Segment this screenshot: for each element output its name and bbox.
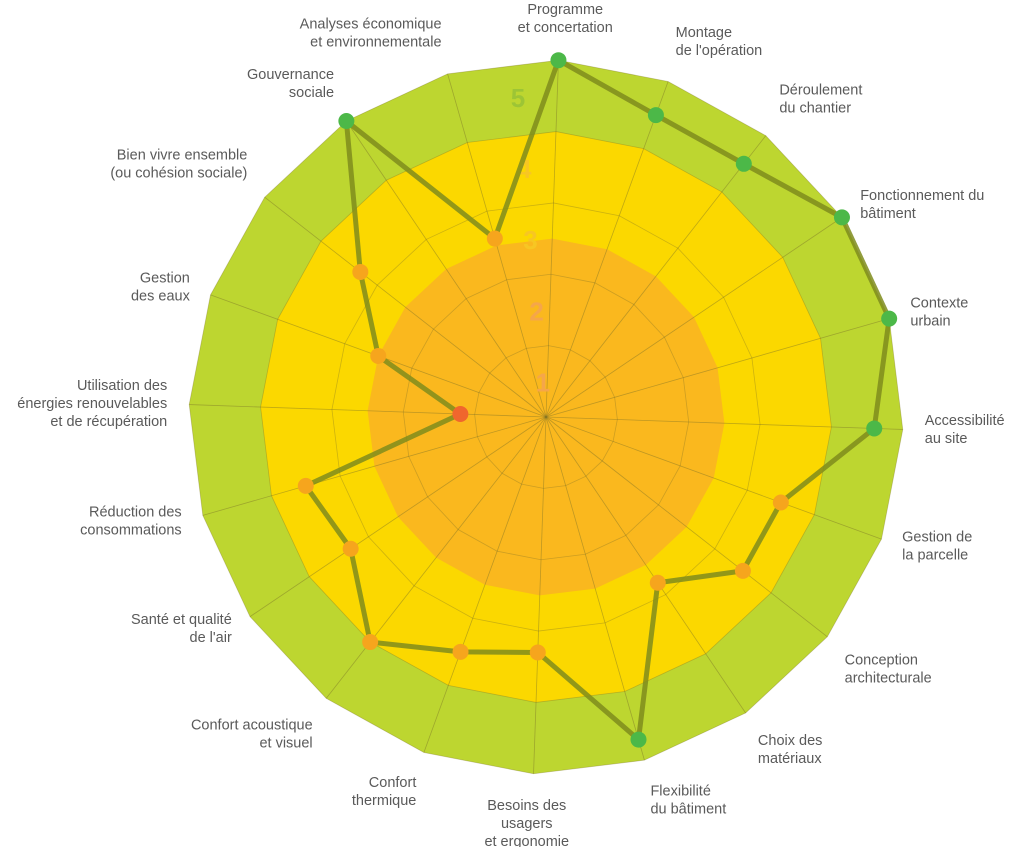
grid-ring bbox=[402, 273, 690, 561]
spoke-montage bbox=[545, 81, 669, 418]
spoke-conception bbox=[545, 416, 828, 638]
data-point-gouvernance bbox=[338, 113, 355, 130]
axis-labels: Programme et concertation Montage de l'opér… bbox=[17, 2, 1004, 847]
axis-label-materiaux: Choix des matériaux bbox=[758, 733, 822, 767]
axis-label-flexibilite: Flexibilité du bâtiment bbox=[650, 783, 726, 817]
data-point-deroulement bbox=[735, 155, 752, 172]
axis-label-accessibilite: Accessibilité au site bbox=[925, 413, 1005, 447]
spoke-accessibilite bbox=[545, 416, 903, 430]
data-point-materiaux bbox=[649, 574, 666, 591]
data-point-flexibilite bbox=[630, 731, 647, 748]
spoke-confort_thermique bbox=[423, 416, 547, 753]
spoke-gouvernance bbox=[346, 120, 547, 418]
spoke-flexibilite bbox=[545, 416, 645, 761]
data-point-fonctionnement bbox=[833, 209, 850, 226]
data-point-bien_vivre bbox=[352, 263, 369, 280]
grid-ring bbox=[260, 131, 832, 703]
spoke-reduction_conso bbox=[202, 416, 547, 516]
axis-label-programme: Programme et concertation bbox=[518, 2, 613, 36]
data-point-programme bbox=[550, 52, 567, 69]
axis-label-confort_acoustique: Confort acoustique et visuel bbox=[191, 718, 313, 752]
spoke-deroulement bbox=[545, 135, 767, 418]
zone-core bbox=[367, 238, 725, 596]
spoke-fonctionnement bbox=[545, 217, 843, 418]
axis-label-gouvernance: Gouvernance sociale bbox=[247, 67, 334, 101]
axis-label-montage: Montage de l'opération bbox=[676, 25, 763, 59]
ring-label-1: 1 bbox=[536, 367, 550, 397]
axis-label-energies_renouvelables: Utilisation des énergies renouvelables et … bbox=[17, 378, 167, 430]
spoke-parcelle bbox=[545, 416, 882, 540]
axis-spokes bbox=[189, 60, 903, 774]
ring-label-2: 2 bbox=[529, 296, 543, 326]
data-point-analyses bbox=[486, 230, 503, 247]
data-point-parcelle bbox=[772, 494, 789, 511]
spoke-materiaux bbox=[545, 416, 746, 714]
axis-label-analyses: Analyses économique et environnementale bbox=[300, 17, 442, 51]
data-point-confort_thermique bbox=[452, 643, 469, 660]
data-point-accessibilite bbox=[866, 420, 883, 437]
data-point-gestion_eaux bbox=[370, 347, 387, 364]
series-layer bbox=[297, 52, 898, 748]
data-point-conception bbox=[734, 562, 751, 579]
axis-label-deroulement: Déroulement du chantier bbox=[779, 82, 862, 116]
axis-label-conception: Conception architecturale bbox=[845, 652, 932, 686]
data-point-reduction_conso bbox=[297, 477, 314, 494]
axis-label-fonctionnement: Fonctionnement du bâtiment bbox=[860, 188, 984, 222]
spoke-confort_acoustique bbox=[325, 416, 547, 699]
axis-label-bien_vivre: Bien vivre ensemble (ou cohésion sociale) bbox=[110, 148, 247, 182]
ring-label-3: 3 bbox=[523, 225, 537, 255]
spoke-energies_renouvelables bbox=[189, 404, 547, 418]
axis-label-sante_air: Santé et qualité de l'air bbox=[131, 612, 232, 646]
axis-label-reduction_conso: Réduction des consommations bbox=[80, 504, 182, 538]
axis-label-gestion_eaux: Gestion des eaux bbox=[131, 270, 191, 304]
data-point-contexte bbox=[881, 310, 898, 327]
score-zones bbox=[188, 59, 904, 775]
spoke-besoins bbox=[533, 416, 547, 774]
data-point-besoins bbox=[529, 644, 546, 661]
axis-label-parcelle: Gestion de la parcelle bbox=[902, 530, 972, 564]
spoke-programme bbox=[545, 60, 559, 418]
spoke-bien_vivre bbox=[264, 196, 547, 418]
axis-label-contexte: Contexte urbain bbox=[910, 296, 968, 330]
ring-label-5: 5 bbox=[511, 83, 525, 113]
axis-label-besoins: Besoins des usagers et ergonomie bbox=[484, 798, 569, 847]
data-point-energies_renouvelables bbox=[452, 406, 469, 423]
data-point-montage bbox=[647, 107, 664, 124]
grid-ring bbox=[474, 345, 618, 489]
axis-label-confort_thermique: Confort thermique bbox=[352, 775, 416, 809]
data-point-confort_acoustique bbox=[362, 634, 379, 651]
spoke-contexte bbox=[545, 318, 890, 418]
data-point-sante_air bbox=[342, 540, 359, 557]
spoke-sante_air bbox=[249, 416, 547, 617]
